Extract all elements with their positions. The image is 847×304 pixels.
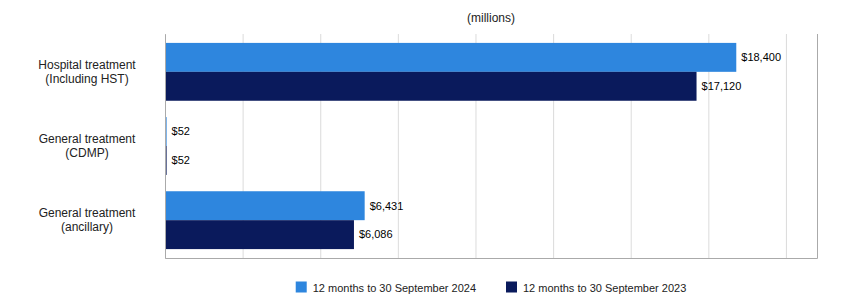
bar — [165, 43, 736, 72]
plot-area: $6,431 $52 $18,400 $6,086 $52 $17,120 General … — [38, 34, 817, 259]
bar — [165, 220, 354, 249]
y-tick: General treatment(CDMP) — [39, 132, 136, 160]
x-axis — [166, 34, 818, 259]
data-label: $52 — [172, 154, 190, 166]
data-labels: $6,431 $52 $18,400 $6,086 $52 $17,120 — [172, 51, 781, 240]
y-tick-label: General treatment(ancillary) — [39, 206, 136, 234]
legend-swatch — [506, 282, 517, 293]
x-axis-line — [166, 34, 818, 259]
data-label: $6,086 — [359, 228, 393, 240]
y-axis: General treatment(ancillary)General trea… — [38, 35, 165, 259]
y-tick-label-line: (Including HST) — [45, 72, 128, 86]
data-label: $6,431 — [370, 200, 404, 212]
data-label: $18,400 — [741, 51, 781, 63]
y-axis-line — [165, 35, 166, 259]
legend-item: 12 months to 30 September 2023 — [506, 282, 686, 294]
y-tick-label-line: General treatment — [39, 206, 136, 220]
grid-line — [165, 34, 166, 258]
y-tick-label: General treatment(CDMP) — [39, 132, 136, 160]
data-label: $52 — [172, 125, 190, 137]
legend-label: 12 months to 30 September 2023 — [523, 282, 686, 294]
y-tick: Hospital treatment(Including HST) — [38, 58, 136, 86]
bar — [165, 191, 365, 220]
legend-label: 12 months to 30 September 2024 — [313, 282, 476, 294]
chart-container: $6,431 $52 $18,400 $6,086 $52 $17,120 General … — [0, 0, 847, 304]
bar — [165, 72, 697, 101]
y-tick-label-line: (ancillary) — [61, 220, 113, 234]
bars — [165, 43, 736, 249]
x-tick — [786, 34, 787, 258]
y-tick-label-line: General treatment — [39, 132, 136, 146]
y-tick: General treatment(ancillary) — [39, 206, 136, 234]
data-label: $17,120 — [702, 80, 742, 92]
legend-swatch — [296, 282, 307, 293]
legend: 12 months to 30 September 2024 12 months … — [296, 282, 687, 294]
grid-line — [786, 34, 787, 258]
x-axis-label: (millions) — [467, 11, 515, 25]
y-tick-label-line: (CDMP) — [65, 146, 108, 160]
legend-item: 12 months to 30 September 2024 — [296, 282, 476, 294]
y-tick-label-line: Hospital treatment — [38, 58, 136, 72]
y-tick-label: Hospital treatment(Including HST) — [38, 58, 136, 86]
x-tick — [165, 34, 166, 258]
chart-svg: $6,431 $52 $18,400 $6,086 $52 $17,120 General … — [0, 0, 847, 304]
